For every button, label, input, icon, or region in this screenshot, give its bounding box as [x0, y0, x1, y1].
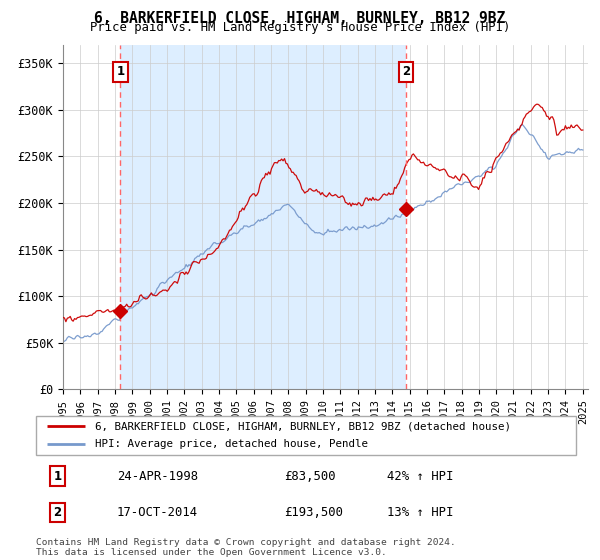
Text: 17-OCT-2014: 17-OCT-2014	[117, 506, 198, 519]
Text: 2: 2	[402, 66, 410, 78]
Text: Price paid vs. HM Land Registry's House Price Index (HPI): Price paid vs. HM Land Registry's House …	[90, 21, 510, 34]
Text: £193,500: £193,500	[284, 506, 343, 519]
Text: 1: 1	[53, 469, 62, 483]
Text: 2: 2	[53, 506, 62, 519]
Text: £83,500: £83,500	[284, 469, 336, 483]
Text: HPI: Average price, detached house, Pendle: HPI: Average price, detached house, Pend…	[95, 439, 368, 449]
Text: Contains HM Land Registry data © Crown copyright and database right 2024.
This d: Contains HM Land Registry data © Crown c…	[36, 538, 456, 557]
Bar	[121, 45, 406, 389]
FancyBboxPatch shape	[36, 416, 576, 455]
Text: 1: 1	[116, 66, 124, 78]
Text: 6, BARKERFIELD CLOSE, HIGHAM, BURNLEY, BB12 9BZ: 6, BARKERFIELD CLOSE, HIGHAM, BURNLEY, B…	[94, 11, 506, 26]
Text: 6, BARKERFIELD CLOSE, HIGHAM, BURNLEY, BB12 9BZ (detached house): 6, BARKERFIELD CLOSE, HIGHAM, BURNLEY, B…	[95, 421, 511, 431]
Text: 13% ↑ HPI: 13% ↑ HPI	[387, 506, 454, 519]
Text: 24-APR-1998: 24-APR-1998	[117, 469, 198, 483]
Text: 42% ↑ HPI: 42% ↑ HPI	[387, 469, 454, 483]
